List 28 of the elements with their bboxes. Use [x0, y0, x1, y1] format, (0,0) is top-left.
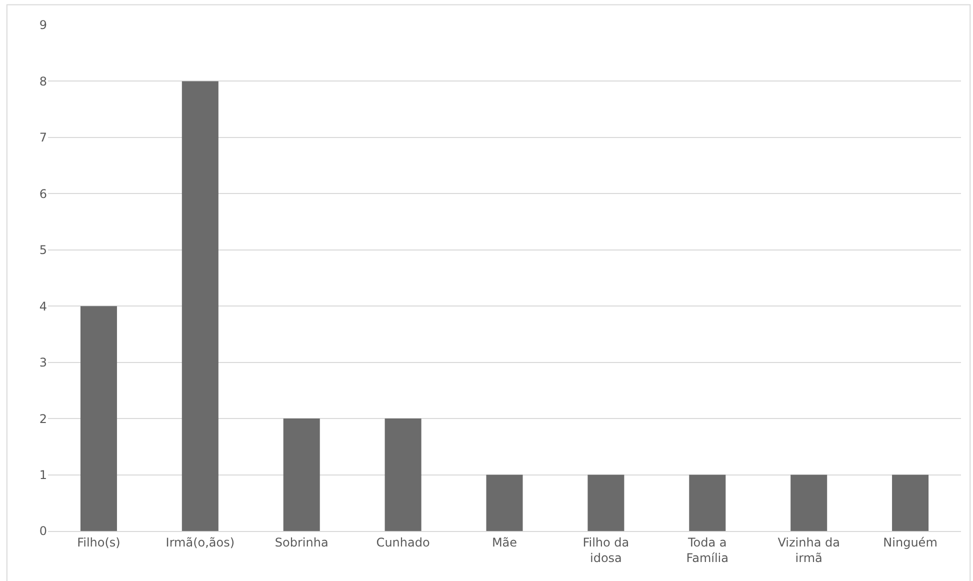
y-tick-label: 6	[39, 186, 47, 201]
x-tick-label: Filho(s)	[77, 535, 120, 550]
x-tick-label: Mãe	[492, 535, 518, 550]
bar	[283, 418, 320, 531]
y-tick-label: 0	[39, 524, 47, 538]
y-tick-label: 7	[39, 130, 47, 145]
bar	[384, 418, 422, 531]
x-tick-label: Cunhado	[376, 535, 430, 550]
bar	[790, 474, 828, 531]
x-tick-label: Irmã(o,ãos)	[166, 535, 235, 550]
bar	[486, 474, 523, 531]
y-tick-label: 3	[39, 356, 47, 370]
y-tick-label: 9	[39, 18, 47, 32]
x-tick-label: Vizinha da irmã	[778, 535, 840, 565]
bar	[588, 474, 624, 531]
y-tick-label: 4	[39, 299, 47, 314]
y-tick-label: 1	[39, 468, 47, 482]
bar	[80, 306, 117, 531]
x-tick-label: Ninguém	[883, 535, 938, 550]
x-tick-label: Sobrinha	[274, 535, 328, 550]
y-tick-label: 5	[39, 243, 47, 258]
x-tick-label: Toda a Família	[686, 535, 728, 565]
bar	[892, 474, 929, 531]
y-tick-label: 8	[39, 74, 47, 88]
bar	[182, 81, 218, 531]
x-tick-label: Filho da idosa	[582, 535, 630, 565]
bar	[689, 474, 726, 531]
y-tick-label: 2	[39, 412, 47, 426]
